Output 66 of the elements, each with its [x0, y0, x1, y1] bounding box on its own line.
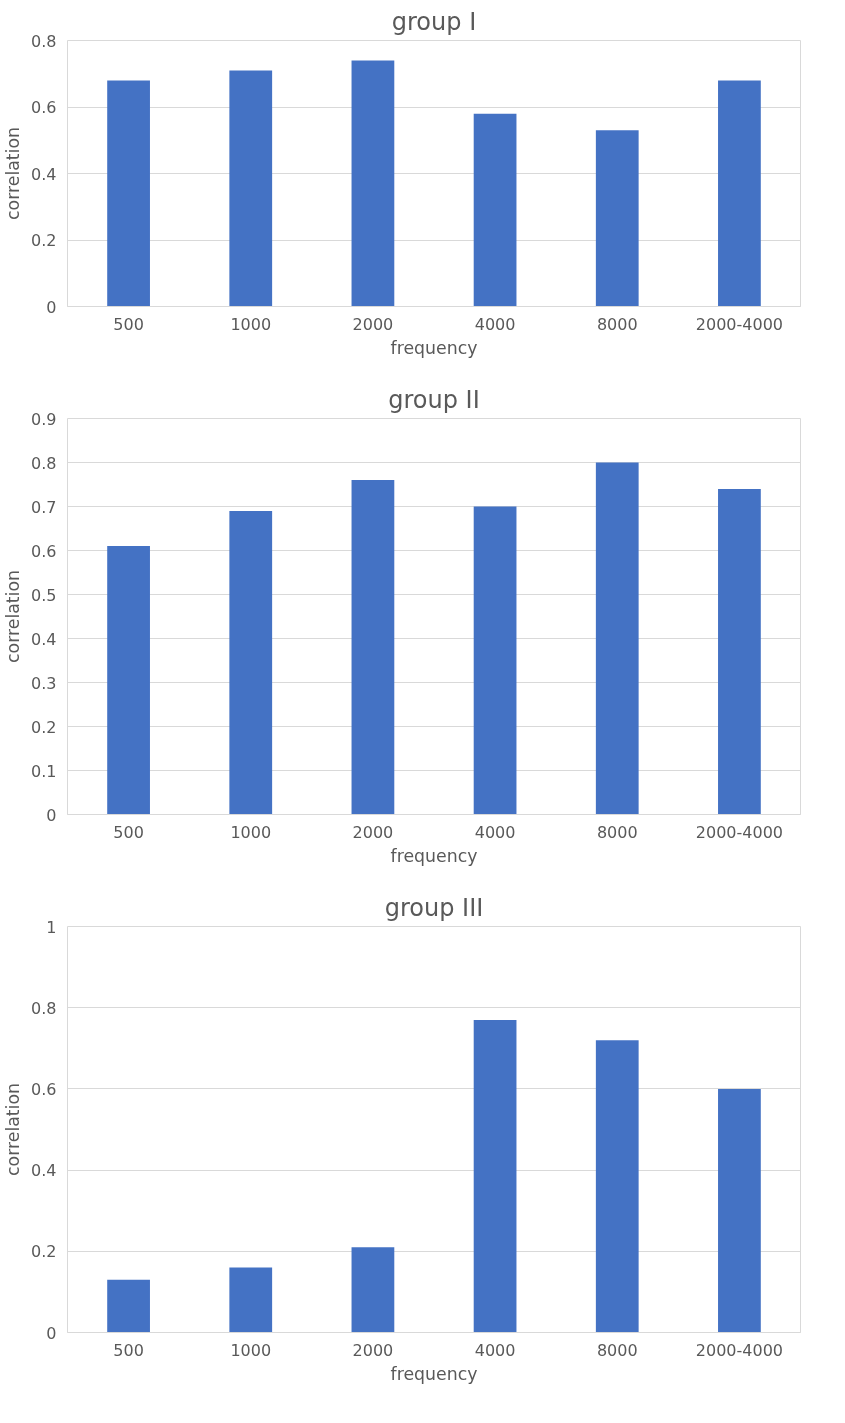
x-tick-label: 2000 [352, 1340, 394, 1360]
x-tick-label: 500 [113, 822, 144, 842]
y-tick-label: 0.2 [31, 717, 57, 737]
chart-title: group III [384, 893, 484, 922]
bar [595, 462, 639, 815]
y-tick-label: 0.6 [31, 541, 57, 561]
y-tick-label: 0.2 [31, 231, 57, 250]
bar [107, 1279, 150, 1333]
bar [718, 80, 761, 307]
x-tick-label: 1000 [230, 1340, 272, 1360]
x-tick-label: 2000-4000 [695, 314, 784, 334]
bar [229, 70, 273, 307]
y-axis-title: correlation [3, 1083, 24, 1176]
y-tick-label: 0 [46, 297, 57, 317]
bar [473, 113, 517, 307]
y-tick-label: 0.9 [31, 409, 57, 429]
y-tick-label: 1 [46, 917, 57, 937]
bar [107, 546, 150, 815]
y-tick-label: 0.6 [31, 1079, 57, 1099]
chart-title: group II [388, 385, 480, 414]
y-tick-label: 0.8 [31, 31, 57, 51]
bar [229, 510, 273, 815]
y-tick-label: 0.4 [31, 164, 57, 184]
y-tick-label: 0 [46, 805, 57, 825]
x-tick-label: 2000-4000 [695, 1340, 784, 1360]
bar [351, 60, 395, 307]
bar [595, 1040, 639, 1333]
bar [473, 1019, 517, 1333]
x-tick-label: 2000 [352, 314, 394, 334]
y-axis-title: correlation [3, 570, 24, 663]
x-tick-label: 2000-4000 [695, 822, 784, 842]
bar [718, 488, 761, 815]
y-tick-label: 0.2 [31, 1242, 57, 1262]
y-axis-title: correlation [3, 127, 24, 220]
x-tick-label: 2000 [352, 822, 394, 842]
x-tick-label: 1000 [230, 822, 272, 842]
bar [107, 80, 150, 307]
x-tick-label: 1000 [230, 314, 272, 334]
y-tick-label: 0.6 [31, 98, 57, 117]
y-tick-label: 0.1 [31, 761, 57, 781]
x-tick-label: 8000 [596, 314, 638, 334]
x-tick-label: 8000 [596, 1340, 638, 1360]
bar [595, 130, 639, 307]
y-tick-label: 0 [46, 1323, 57, 1343]
y-tick-label: 0.5 [31, 585, 57, 605]
bar [229, 1267, 273, 1333]
x-tick-label: 500 [113, 314, 144, 334]
y-tick-label: 0.8 [31, 453, 57, 473]
x-tick-label: 4000 [474, 1340, 516, 1360]
bar [351, 1247, 395, 1333]
y-tick-label: 0.4 [31, 629, 57, 649]
x-axis-title: frequency [390, 1363, 478, 1384]
x-tick-label: 8000 [596, 822, 638, 842]
y-tick-label: 0.7 [31, 497, 57, 517]
y-tick-label: 0.3 [31, 673, 57, 693]
x-axis-title: frequency [390, 845, 478, 866]
x-tick-label: 4000 [474, 314, 516, 334]
bar [718, 1088, 761, 1333]
y-tick-label: 0.4 [31, 1161, 57, 1181]
x-axis-title: frequency [390, 337, 478, 358]
y-tick-label: 0.8 [31, 998, 57, 1018]
x-tick-label: 500 [113, 1340, 144, 1360]
chart-title: group I [391, 7, 477, 36]
x-tick-label: 4000 [474, 822, 516, 842]
bar [473, 506, 517, 815]
bar [351, 480, 395, 815]
